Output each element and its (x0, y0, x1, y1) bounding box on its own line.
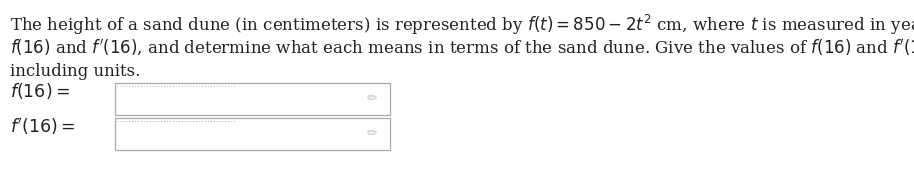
Bar (115, 118, 390, 150)
Text: ✏: ✏ (367, 92, 377, 106)
Text: ✏: ✏ (367, 128, 377, 141)
Text: $f(16)$ and $f'(16)$, and determine what each means in terms of the sand dune. G: $f(16)$ and $f'(16)$, and determine what… (10, 38, 914, 58)
Text: including units.: including units. (10, 63, 141, 80)
Text: The height of a sand dune (in centimeters) is represented by $f(t) = 850 - 2t^2$: The height of a sand dune (in centimeter… (10, 13, 914, 37)
Bar (115, 83, 390, 115)
Text: $f'(16) =$: $f'(16) =$ (10, 116, 75, 137)
Text: $f(16) =$: $f(16) =$ (10, 81, 69, 101)
